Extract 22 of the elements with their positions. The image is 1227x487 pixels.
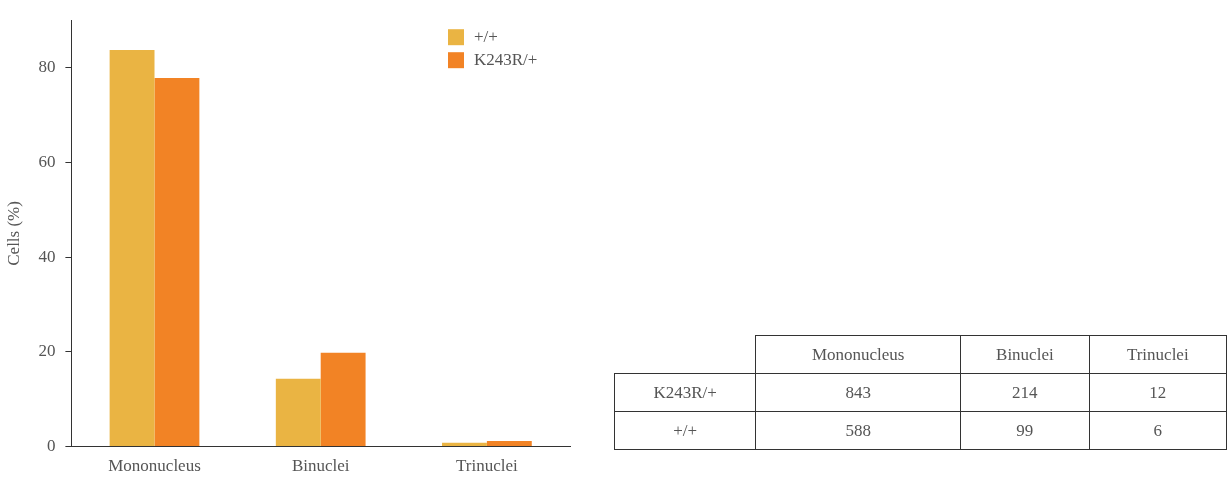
data-label: 99 — [960, 411, 1090, 450]
legend-label: +/+ — [474, 26, 498, 46]
data-label: 843 — [755, 373, 961, 412]
x-tick-label: Binuclei — [291, 456, 350, 476]
legend-label: K243R/+ — [474, 49, 538, 69]
text: +/+ — [614, 411, 756, 450]
category-label: Trinuclei — [1089, 335, 1227, 374]
y-tick-label: 0 — [46, 436, 56, 456]
data-label: 12 — [1089, 373, 1227, 412]
y-tick-label: 40 — [38, 246, 56, 266]
x-tick-label: Mononucleus — [108, 456, 201, 476]
y-tick-label: 60 — [38, 151, 56, 171]
category-label: Mononucleus — [755, 335, 961, 374]
y-tick-label: 20 — [38, 341, 56, 361]
data-label: 214 — [960, 373, 1090, 412]
category-label: Binuclei — [960, 335, 1090, 374]
y-axis-title: Cells (%) — [3, 201, 23, 266]
text: K243R/+ — [614, 373, 756, 412]
data-label: 6 — [1089, 411, 1227, 450]
y-tick-label: 80 — [38, 57, 56, 77]
data-label: 588 — [755, 411, 961, 450]
x-tick-label: Trinuclei — [456, 456, 519, 476]
